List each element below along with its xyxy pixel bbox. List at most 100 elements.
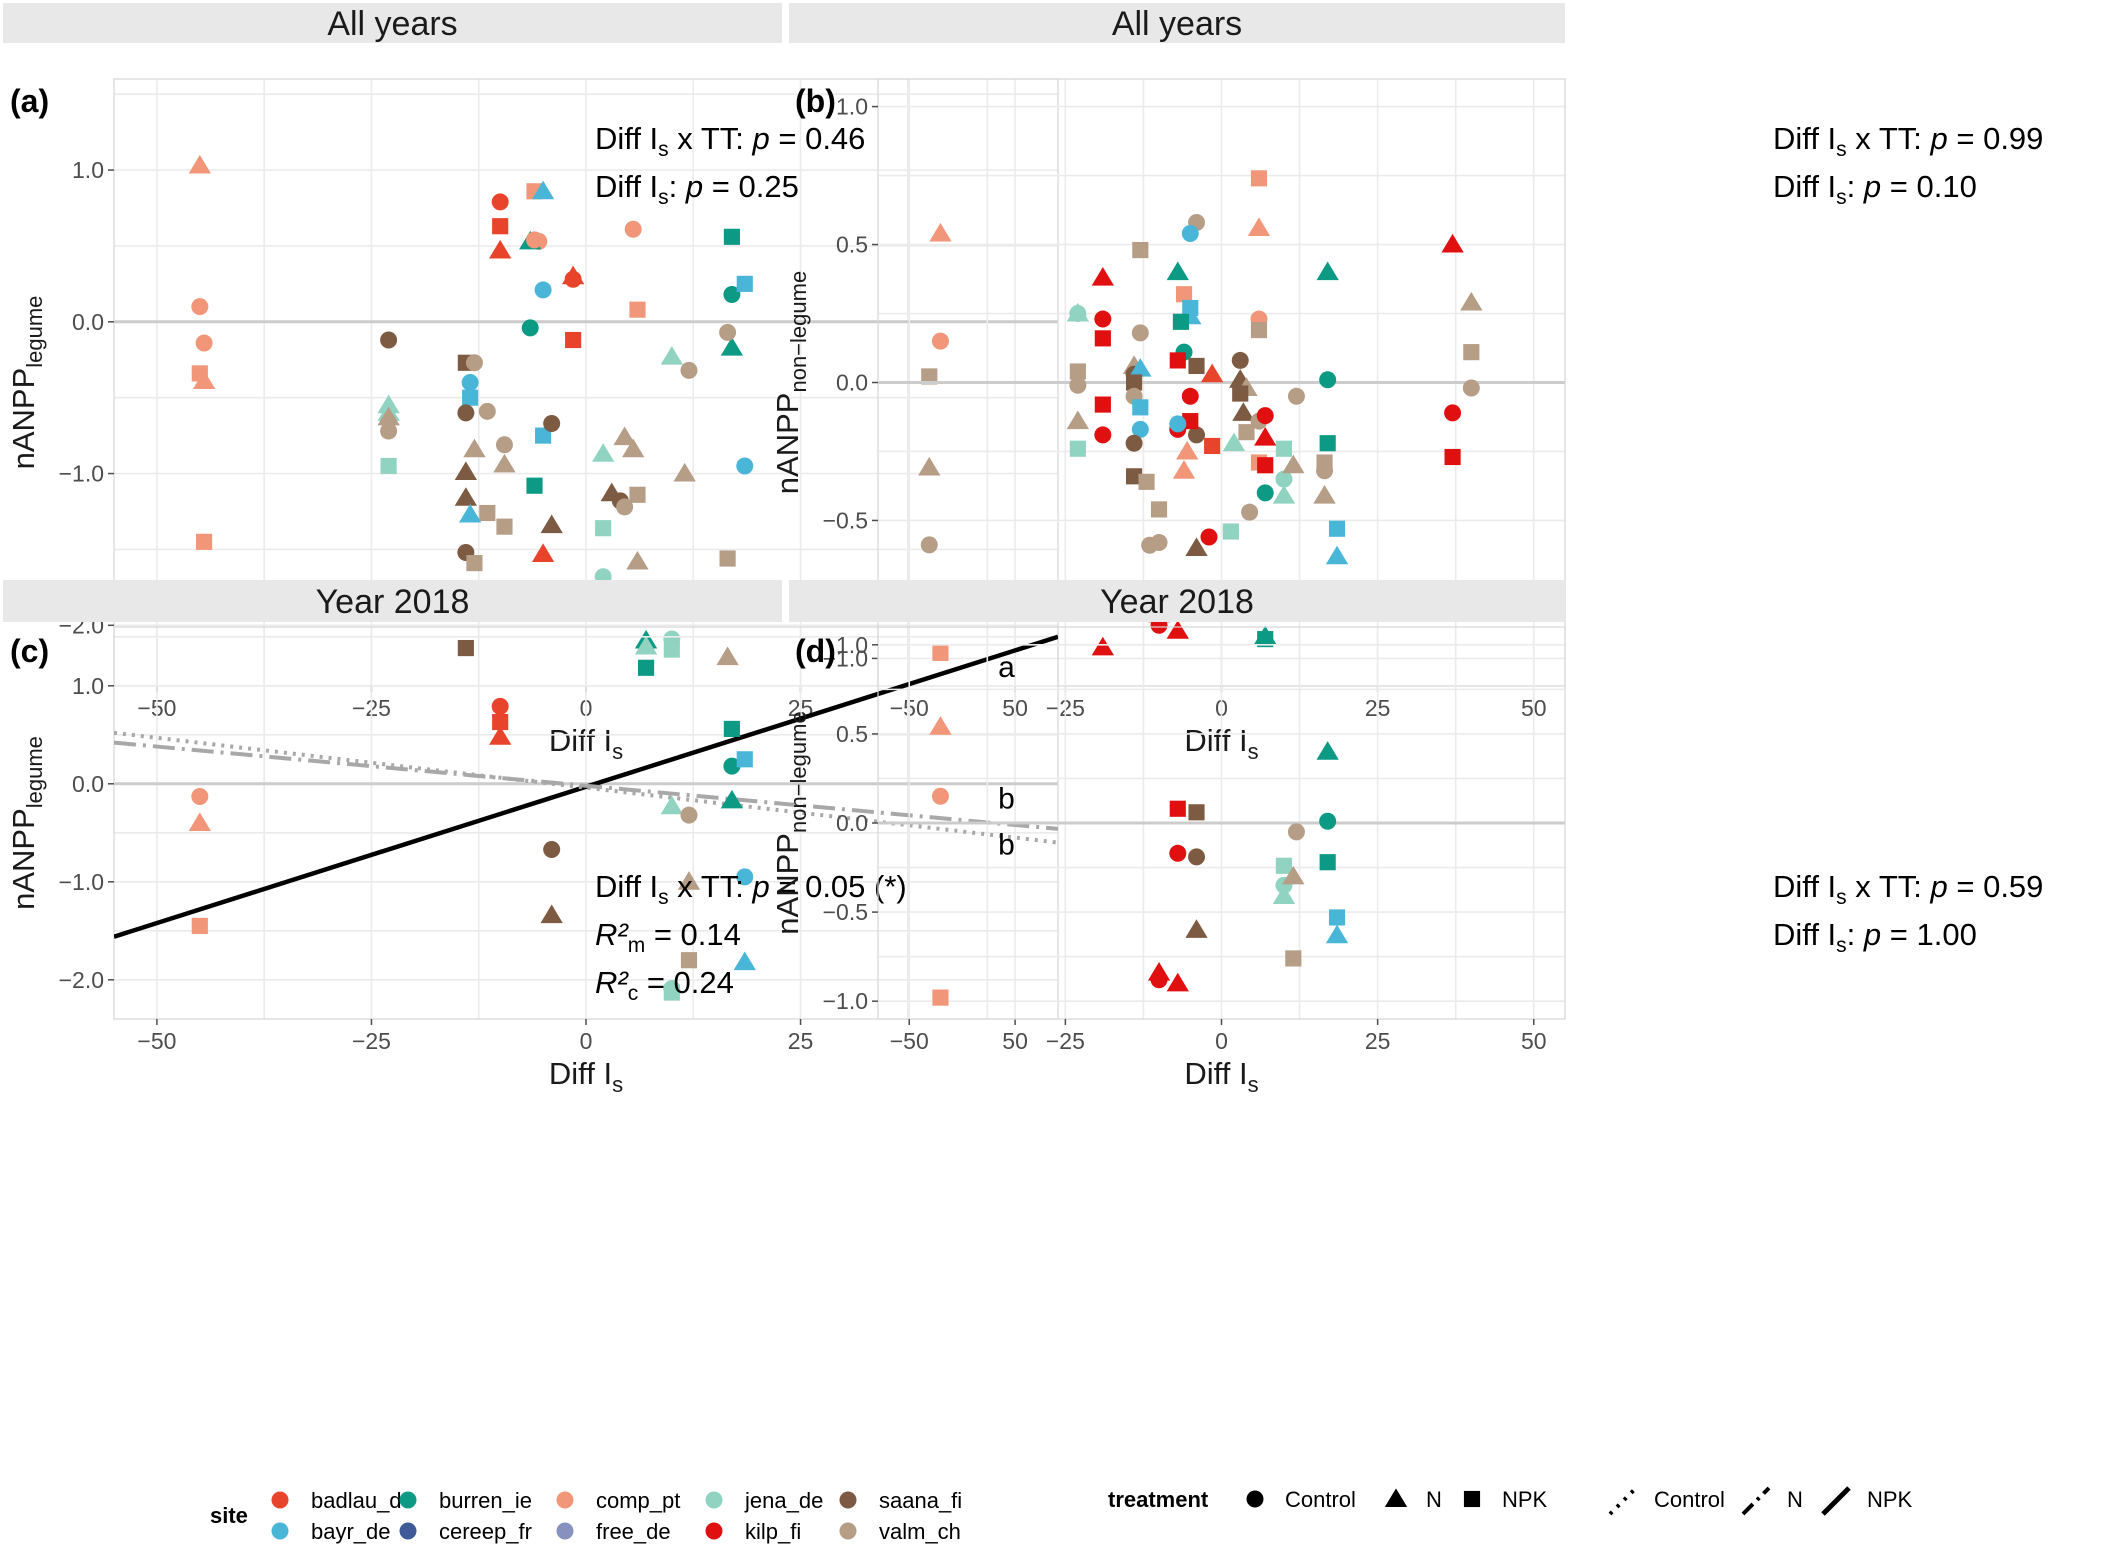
point-comp_pt-control [931,332,949,350]
point-kilp_fi-npk [1094,330,1111,347]
y-tick-label: 0.0 [72,771,104,797]
point-jena_de-n [634,635,658,655]
legend-site-swatch-cereep_fr [399,1522,417,1540]
point-comp_pt-n [1247,217,1271,236]
point-saana_fi-control [1188,848,1206,866]
point-badlau_de-npk [565,331,582,349]
point-kilp_fi-n [1166,620,1189,639]
y-tick-label: 0.0 [836,370,868,396]
stat-p-symbol: p [1863,169,1881,204]
point-valm_ch-control [478,402,496,420]
point-saana_fi-control [543,840,561,858]
point-valm_ch-npk [1069,363,1086,380]
panel-tag: (d) [795,633,836,669]
stat-subscript: s [1836,186,1847,209]
stat-line: R²c​ = 0.24 [595,965,734,1005]
point-burren_ie-n [1166,261,1189,281]
point-comp_pt-n [929,222,952,242]
y-axis-title-sub: non−legume [786,271,811,393]
point-valm_ch-n [677,871,701,890]
point-jena_de-n [592,443,615,462]
point-valm_ch-npk [496,518,513,535]
stat-value: = 0.46 [770,121,866,156]
y-tick-label: 0.5 [836,232,868,258]
legend-line-label: NPK [1867,1487,1913,1512]
legend-treatment-control-swatch [1246,1490,1264,1508]
stat-prefix: Diff I [595,121,658,156]
legend-site-label: cereep_fr [439,1519,532,1544]
point-saana_fi-control [457,404,475,422]
stat-middle: : ​ [1847,917,1864,952]
x-axis-title-sub: s [612,739,623,764]
point-comp_pt-npk [932,644,949,661]
stat-middle: x TT: ​ [1847,869,1931,904]
point-kilp_fi-n [1254,427,1277,446]
point-valm_ch-n [493,453,516,473]
point-comp_pt-n [1175,440,1199,460]
legend-site-swatch-free_de [556,1522,574,1540]
y-tick-label: −1.0 [59,869,104,895]
stat-line: R²m​ = 0.14 [595,917,741,957]
y-axis-title: nANPPnon−legume [770,271,811,494]
point-valm_ch-control [465,354,483,372]
point-bayr_de-n [1325,924,1349,944]
legend-treatment-npk-swatch [1463,1490,1481,1508]
panel-d: Year 2018 (d) −50 −25 0 25 50 −1.0 −0.5 0.0 0.5 1.0… [770,580,2043,1097]
point-bayr_de-n [531,180,555,200]
point-kilp_fi-control [1094,426,1112,444]
point-badlau_de-npk [1204,437,1221,455]
legend-treatment-label: N [1426,1487,1442,1512]
point-burren_ie-npk [723,228,740,245]
point-bayr_de-control [534,281,552,299]
legend-site-swatch-saana_fi [839,1491,857,1509]
point-jena_de-npk [380,457,397,475]
stat-subscript: s [1836,886,1847,909]
point-valm_ch-control [380,422,398,440]
point-bayr_de-npk [535,427,552,444]
point-valm_ch-npk [1132,241,1149,259]
point-jena_de-npk [1222,523,1239,540]
legend-site-title: site [210,1503,248,1528]
y-tick-label: 1.0 [836,632,868,658]
point-jena_de-n [1066,302,1090,322]
point-valm_ch-npk [680,952,698,969]
point-comp_pt-n [188,812,211,831]
stat-subscript: s [658,138,669,161]
point-badlau_de-npk [492,218,509,235]
x-tick-label: −25 [1046,1028,1085,1054]
point-comp_pt-npk [196,533,213,550]
point-valm_ch-npk [1285,950,1302,967]
point-kilp_fi-control [1169,844,1187,862]
stat-prefix: Diff I [1773,917,1836,952]
point-bayr_de-npk [1328,520,1346,537]
stat-line: Diff Is: ​p = 1.00 [1773,917,1977,957]
y-tick-label: 0.0 [72,309,104,335]
point-burren_ie-n [1316,261,1339,281]
stat-line: Diff Is x TT: ​p = 0.46 [595,121,865,161]
point-valm_ch-control [1462,379,1480,397]
legend-site-label: kilp_fi [745,1519,801,1544]
point-valm_ch-npk [719,550,736,567]
point-valm_ch-n [918,456,941,476]
point-comp_pt-control [526,231,544,249]
point-bayr_de-npk [1328,909,1346,926]
stat-symbol: R² [595,917,629,952]
point-comp_pt-control [191,298,209,316]
point-burren_ie-npk [723,720,740,737]
x-tick-label: 0 [580,1028,593,1054]
point-bayr_de-control [1181,225,1199,243]
point-burren_ie-npk [526,477,543,494]
point-burren_ie-control [723,757,741,775]
x-axis-title-main: Diff I [1184,723,1247,758]
point-jena_de-n [1272,484,1296,504]
x-axis-title: Diff Is [549,1056,623,1097]
y-tick-label: 1.0 [72,157,104,183]
point-bayr_de-npk [736,751,753,768]
point-comp_pt-n [929,716,952,735]
point-burren_ie-n [720,336,744,356]
point-valm_ch-control [719,323,737,341]
x-axis-title: Diff Is [549,723,623,764]
point-saana_fi-n [454,461,478,481]
point-burren_ie-n [720,789,744,809]
point-jena_de-control [1275,470,1293,488]
